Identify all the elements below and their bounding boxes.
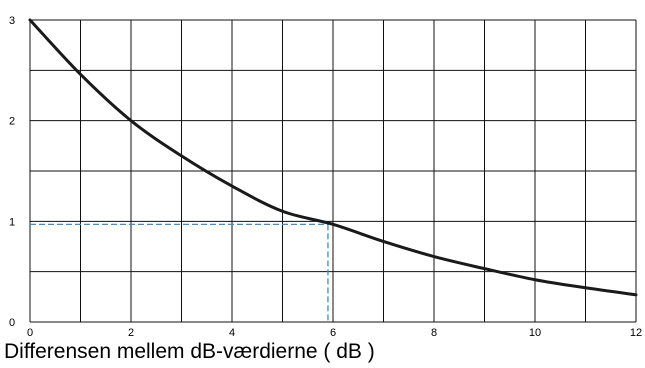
y-tick-label: 3 <box>9 15 15 27</box>
x-axis-label: Differensen mellem dB-værdierne ( dB ) <box>4 340 375 363</box>
y-tick-label: 1 <box>9 216 15 228</box>
x-tick-label: 2 <box>128 327 134 339</box>
x-tick-label: 10 <box>529 327 541 339</box>
x-tick-label: 4 <box>229 327 235 339</box>
series-line <box>28 18 638 297</box>
x-tick-label: 8 <box>431 327 437 339</box>
grid <box>29 19 637 323</box>
x-tick-label: 0 <box>27 327 33 339</box>
x-tick-label: 6 <box>330 327 336 339</box>
y-tick-labels: 0 1 2 3 <box>9 15 15 329</box>
guide-lines <box>30 223 329 322</box>
x-tick-labels: 0 2 4 6 8 10 12 <box>27 327 642 339</box>
y-tick-label: 2 <box>9 116 15 128</box>
curve <box>28 18 638 297</box>
y-tick-label: 0 <box>9 317 15 329</box>
x-tick-label: 12 <box>630 327 642 339</box>
